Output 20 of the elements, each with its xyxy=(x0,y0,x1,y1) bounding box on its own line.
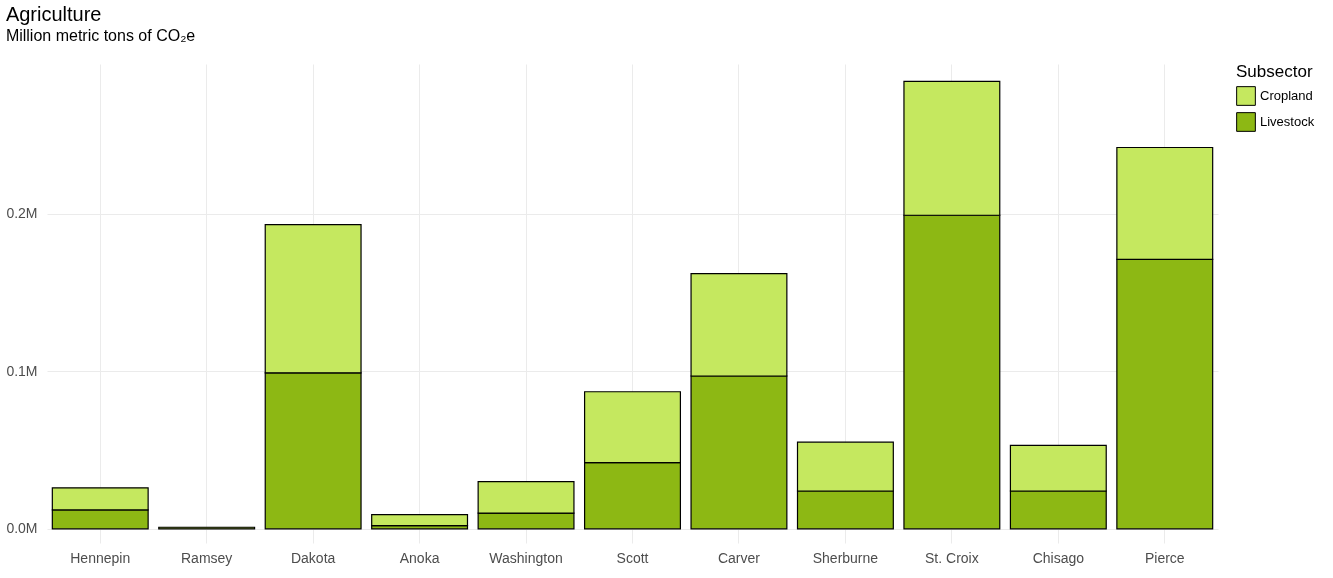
chart-subtitle: Million metric tons of CO₂e xyxy=(5,27,196,44)
y-tick-label: 0.0M xyxy=(6,520,38,537)
x-tick-label: Dakota xyxy=(290,549,336,566)
x-tick-label: Sherburne xyxy=(812,549,879,566)
x-tick-label: Anoka xyxy=(399,549,440,566)
x-tick-label: Scott xyxy=(616,549,649,566)
chart-title: Agriculture xyxy=(5,3,102,25)
x-tick-label: Carver xyxy=(717,549,761,566)
x-tick-label: Hennepin xyxy=(70,549,131,566)
y-tick-label: 0.1M xyxy=(6,362,38,379)
y-tick-label: 0.2M xyxy=(6,205,38,222)
x-tick-label: Pierce xyxy=(1144,549,1185,566)
legend-title: Subsector xyxy=(1236,62,1313,81)
x-tick-label: Washington xyxy=(489,549,563,566)
x-tick-label: St. Croix xyxy=(925,549,979,566)
x-tick-label: Ramsey xyxy=(181,549,233,566)
bar xyxy=(371,514,469,527)
legend-label: Cropland xyxy=(1260,88,1313,103)
x-tick-label: Chisago xyxy=(1032,549,1085,566)
legend-label: Livestock xyxy=(1260,114,1315,129)
